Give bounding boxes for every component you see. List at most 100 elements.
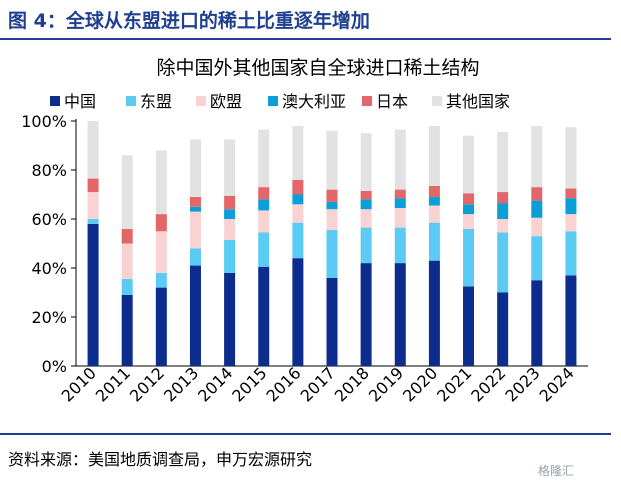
stacked-bar-chart: 除中国外其他国家自全球进口稀土结构 中国 东盟 欧盟 澳大利亚 日本 其他国家 0% 20%…: [21, 57, 588, 406]
bar-segment: [326, 230, 338, 278]
bar-segment: [497, 232, 509, 293]
legend-swatch: [196, 96, 206, 106]
bar-segment: [326, 277, 338, 366]
bar-segment: [565, 231, 577, 276]
bar-segment: [531, 200, 543, 218]
legend-label: 其他国家: [446, 92, 510, 111]
bar-segment: [155, 214, 167, 232]
x-tick-label: 2023: [501, 363, 543, 405]
bar-segment: [497, 203, 509, 219]
y-tick-label: 100%: [21, 112, 67, 131]
bar-segment: [531, 280, 543, 366]
y-tick-label: 0%: [42, 357, 67, 376]
bar-segment: [224, 209, 236, 219]
bar-segment: [394, 189, 406, 199]
bar-segment: [497, 192, 509, 204]
bar-segment: [360, 209, 372, 228]
bar-segment: [155, 272, 167, 288]
bar-segment: [428, 125, 440, 186]
bar-segment: [121, 243, 133, 280]
bar-segment: [531, 125, 543, 188]
bar-segment: [360, 263, 372, 366]
bar-segment: [565, 198, 577, 215]
bar-segment: [224, 139, 236, 196]
bar-segment: [531, 187, 543, 201]
bar-segment: [292, 194, 304, 205]
x-tick-label: 2022: [467, 363, 509, 405]
x-tick-label: 2019: [365, 363, 407, 405]
bar-segment: [428, 196, 440, 206]
bar-segment: [326, 189, 338, 202]
bar-segment: [292, 204, 304, 223]
bar-segment: [531, 236, 543, 281]
x-tick-label: 2017: [297, 363, 339, 405]
bar-segment: [258, 129, 270, 188]
x-tick-label: 2012: [126, 363, 168, 405]
bar-segment: [189, 248, 201, 266]
x-tick-label: 2015: [228, 363, 270, 405]
legend-swatch: [126, 96, 136, 106]
bar-segment: [360, 190, 372, 200]
x-tick-label: 2021: [433, 363, 475, 405]
bar-segment: [463, 204, 475, 215]
legend: 中国 东盟 欧盟 澳大利亚 日本 其他国家: [50, 92, 510, 111]
bar-segment: [189, 265, 201, 366]
legend-label: 日本: [376, 92, 408, 111]
bar-segment: [360, 199, 372, 210]
bar-segment: [428, 260, 440, 366]
bottom-rule: [0, 433, 611, 435]
bar-segment: [326, 201, 338, 210]
bar-segment: [292, 258, 304, 366]
legend-swatch: [362, 96, 372, 106]
bar-segment: [394, 227, 406, 264]
bar-segment: [326, 209, 338, 231]
bar-segment: [292, 222, 304, 259]
bar-segment: [87, 219, 99, 224]
bar-segment: [497, 219, 509, 233]
bar-segment: [189, 139, 201, 197]
y-tick-label: 20%: [31, 308, 67, 327]
legend-swatch: [268, 96, 278, 106]
x-tick-label: 2018: [331, 363, 373, 405]
legend-label: 中国: [64, 92, 96, 111]
bar-segment: [428, 222, 440, 261]
bar-segment: [565, 275, 577, 366]
bar-segment: [463, 228, 475, 287]
bar-segment: [565, 214, 577, 232]
bar-segment: [292, 125, 304, 180]
bar-segment: [497, 132, 509, 193]
bar-segment: [565, 127, 577, 189]
bar-segment: [428, 185, 440, 197]
bar-segment: [565, 188, 577, 199]
bar-segment: [258, 266, 270, 366]
bar-segment: [463, 286, 475, 367]
bar-segment: [497, 292, 509, 366]
bar-segment: [394, 198, 406, 208]
bar-segment: [360, 133, 372, 191]
x-tick-label: 2013: [160, 363, 202, 405]
bar-segment: [224, 272, 236, 366]
legend-swatch: [432, 96, 442, 106]
bar-segment: [121, 294, 133, 366]
bar-segment: [428, 205, 440, 223]
bar-segment: [189, 196, 201, 207]
bar-segment: [326, 130, 338, 190]
top-rule: [0, 38, 611, 40]
x-tick-label: 2014: [194, 363, 236, 405]
y-tick-label: 80%: [31, 161, 67, 180]
bar-segment: [189, 206, 201, 212]
bar-segment: [360, 227, 372, 264]
watermark: 格隆汇: [538, 464, 575, 478]
bar-segment: [394, 207, 406, 228]
bar-segment: [87, 192, 99, 219]
bar-segment: [463, 135, 475, 194]
legend-label: 欧盟: [210, 92, 242, 111]
bar-segment: [189, 211, 201, 249]
bar-segment: [224, 195, 236, 210]
bar-segment: [258, 210, 270, 233]
bar-segment: [224, 219, 236, 240]
bar-segment: [87, 178, 99, 193]
y-tick-label: 40%: [31, 259, 67, 278]
x-tick-label: 2020: [399, 363, 441, 405]
bar-segment: [87, 223, 99, 366]
